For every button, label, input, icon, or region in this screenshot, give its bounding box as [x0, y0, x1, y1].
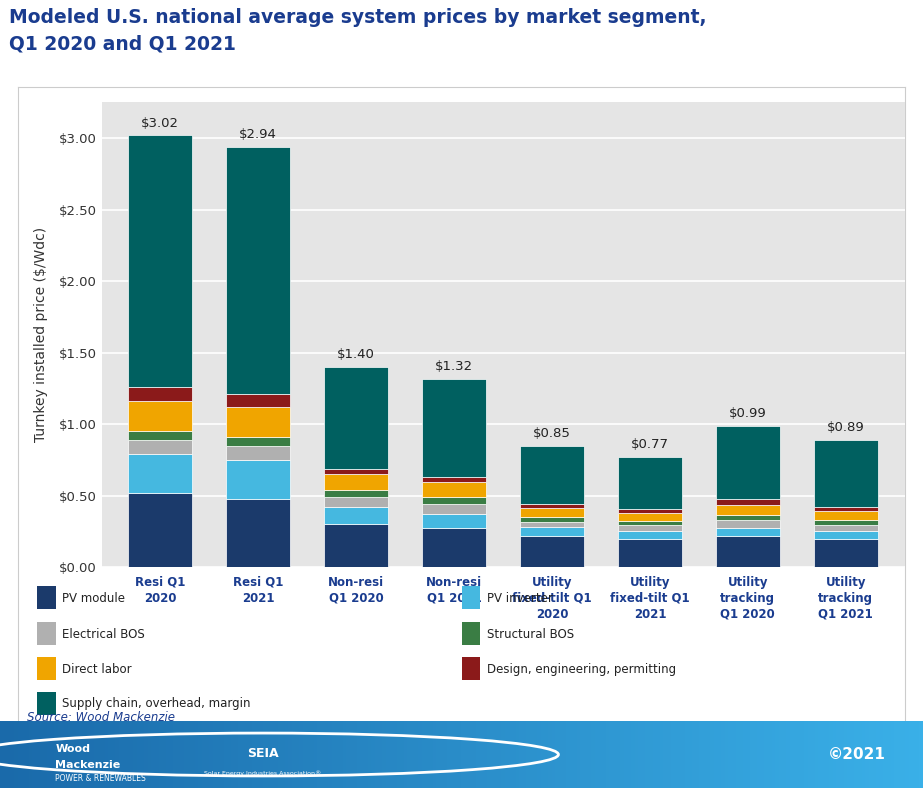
Bar	[324, 525, 388, 567]
Bar	[814, 511, 878, 520]
Text: Direct labor: Direct labor	[63, 663, 132, 675]
Text: $1.40: $1.40	[337, 348, 375, 362]
Text: SEIA: SEIA	[247, 747, 279, 760]
Bar	[716, 536, 780, 567]
Text: Wood: Wood	[55, 744, 90, 754]
Bar	[324, 497, 388, 507]
Bar	[422, 497, 485, 504]
Bar	[618, 531, 682, 539]
Y-axis label: Turnkey installed price ($/Wdc): Turnkey installed price ($/Wdc)	[33, 227, 48, 443]
Bar	[521, 517, 584, 522]
Text: Electrical BOS: Electrical BOS	[63, 628, 145, 641]
Text: $3.02: $3.02	[141, 117, 179, 129]
Bar	[521, 536, 584, 567]
Text: PV module: PV module	[63, 592, 126, 604]
Text: Modeled U.S. national average system prices by market segment,
Q1 2020 and Q1 20: Modeled U.S. national average system pri…	[9, 8, 707, 54]
Bar	[521, 527, 584, 536]
Bar	[814, 507, 878, 511]
Bar	[324, 474, 388, 490]
Bar	[716, 426, 780, 499]
Bar	[716, 505, 780, 515]
Bar	[814, 539, 878, 567]
Bar	[37, 623, 55, 645]
Bar	[814, 525, 878, 531]
Text: Solar Energy Industries Association®: Solar Energy Industries Association®	[204, 771, 322, 776]
Bar	[128, 432, 192, 440]
Text: Structural BOS: Structural BOS	[487, 628, 574, 641]
Text: PV inverter: PV inverter	[487, 592, 553, 604]
Bar	[716, 515, 780, 520]
Bar	[814, 531, 878, 539]
Text: Design, engineering, permitting: Design, engineering, permitting	[487, 663, 677, 675]
Text: Mackenzie: Mackenzie	[55, 760, 121, 770]
Bar	[324, 490, 388, 497]
Bar	[618, 457, 682, 509]
Bar	[422, 477, 485, 482]
Bar	[324, 469, 388, 474]
Bar	[37, 692, 55, 715]
Bar	[462, 657, 480, 680]
Bar	[716, 499, 780, 505]
Bar	[128, 455, 192, 493]
Bar	[324, 507, 388, 525]
Bar	[226, 407, 290, 437]
Bar	[324, 367, 388, 469]
Bar	[618, 513, 682, 521]
Text: $0.77: $0.77	[631, 438, 669, 452]
Text: $2.94: $2.94	[239, 128, 277, 141]
Bar	[422, 378, 485, 477]
Text: $1.32: $1.32	[435, 360, 473, 373]
Bar	[226, 499, 290, 567]
Bar	[618, 509, 682, 513]
Bar	[521, 508, 584, 517]
Bar	[128, 387, 192, 401]
Bar	[226, 147, 290, 393]
Bar	[422, 514, 485, 528]
Bar	[226, 446, 290, 460]
Bar	[422, 482, 485, 497]
Text: Source: Wood Mackenzie: Source: Wood Mackenzie	[28, 711, 175, 723]
Bar	[226, 437, 290, 446]
Text: POWER & RENEWABLES: POWER & RENEWABLES	[55, 774, 146, 783]
Bar	[462, 623, 480, 645]
Bar	[128, 136, 192, 387]
Bar	[814, 440, 878, 507]
Bar	[618, 539, 682, 567]
Bar	[128, 401, 192, 432]
Bar	[521, 504, 584, 508]
Bar	[128, 440, 192, 455]
Bar	[226, 393, 290, 407]
Bar	[226, 460, 290, 499]
Bar	[618, 525, 682, 531]
Bar	[521, 446, 584, 504]
Text: Supply chain, overhead, margin: Supply chain, overhead, margin	[63, 697, 251, 710]
Text: $0.85: $0.85	[533, 427, 571, 440]
Bar	[128, 493, 192, 567]
Text: $0.99: $0.99	[729, 407, 767, 420]
Bar	[37, 657, 55, 680]
Bar	[37, 586, 55, 608]
Bar	[814, 520, 878, 525]
Bar	[462, 586, 480, 608]
Text: $0.89: $0.89	[827, 422, 865, 434]
Bar	[716, 520, 780, 527]
Bar	[618, 521, 682, 525]
Bar	[422, 504, 485, 514]
Text: ©2021: ©2021	[828, 747, 886, 762]
Bar	[716, 527, 780, 536]
Bar	[422, 528, 485, 567]
Bar	[521, 522, 584, 527]
